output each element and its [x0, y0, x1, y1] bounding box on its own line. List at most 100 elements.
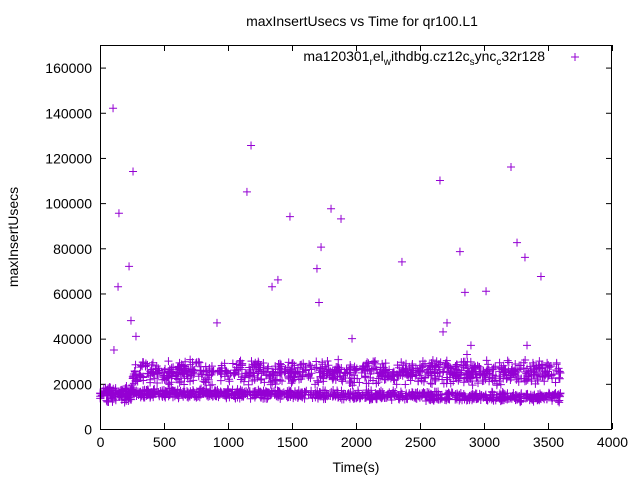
data-point [517, 397, 526, 406]
y-tick-label: 160000 [45, 60, 92, 76]
data-point [208, 380, 217, 389]
data-point [150, 374, 159, 383]
data-point [509, 367, 518, 376]
data-point [488, 374, 497, 383]
data-point-outlier [247, 141, 256, 150]
data-point [319, 373, 328, 382]
data-point [499, 374, 508, 383]
data-point [138, 358, 147, 367]
data-point [395, 367, 404, 376]
data-point [288, 377, 297, 386]
data-point [136, 363, 145, 372]
data-point [533, 376, 542, 385]
data-point [148, 358, 157, 367]
data-point [245, 368, 254, 377]
data-point [147, 368, 156, 377]
data-point [322, 366, 331, 375]
data-point [371, 356, 380, 365]
data-point [451, 390, 460, 399]
data-point [523, 394, 532, 403]
data-point [239, 390, 248, 399]
data-point [510, 369, 519, 378]
data-point [314, 378, 323, 387]
data-point [556, 389, 565, 398]
data-point [435, 372, 444, 381]
data-point [238, 361, 247, 370]
data-point [414, 392, 423, 401]
data-point [333, 388, 342, 397]
data-point [431, 361, 440, 370]
data-point [470, 394, 479, 403]
data-point [374, 378, 383, 387]
data-point [179, 361, 188, 370]
data-point [489, 365, 498, 374]
data-point [330, 365, 339, 374]
data-point [201, 375, 210, 384]
data-point [549, 391, 558, 400]
data-point [250, 393, 259, 402]
data-point [245, 388, 254, 397]
data-point [504, 358, 513, 367]
data-point [312, 357, 321, 366]
axis-ticks: 0 500 1000 1500 2000 2500 3000 3500 400002000040… [45, 45, 628, 450]
data-point-outlier [435, 176, 444, 185]
data-point-outlier [536, 272, 545, 281]
data-point [313, 389, 322, 398]
data-points [96, 104, 565, 407]
data-point-outlier [439, 327, 448, 336]
data-point [97, 391, 106, 400]
x-tick-label: 3000 [469, 434, 500, 450]
data-point-outlier [482, 287, 491, 296]
data-point [189, 376, 198, 385]
data-point [402, 391, 411, 400]
x-tick-label: 500 [153, 434, 177, 450]
data-point [384, 371, 393, 380]
data-point [555, 374, 564, 383]
data-point [222, 367, 231, 376]
data-point [130, 390, 139, 399]
data-point [173, 375, 182, 384]
data-point [527, 367, 536, 376]
data-point [306, 361, 315, 370]
data-point [402, 365, 411, 374]
data-point [254, 369, 263, 378]
data-point [167, 368, 176, 377]
data-point [337, 364, 346, 373]
data-point [556, 368, 565, 377]
data-point [551, 378, 560, 387]
data-point-outlier [273, 275, 282, 284]
data-point [146, 375, 155, 384]
data-point [396, 392, 405, 401]
data-point [534, 361, 543, 370]
x-axis-label: Time(s) [333, 459, 380, 475]
data-point [311, 380, 320, 389]
data-point [416, 361, 425, 370]
data-point [554, 397, 563, 406]
data-point [346, 363, 355, 372]
data-point [203, 373, 212, 382]
data-point [538, 373, 547, 382]
data-point-outlier [285, 212, 294, 221]
data-point [305, 360, 314, 369]
data-point [420, 390, 429, 399]
data-point [431, 376, 440, 385]
data-point [370, 358, 379, 367]
data-point [392, 380, 401, 389]
data-point [175, 378, 184, 387]
data-point [138, 386, 147, 395]
data-point [169, 363, 178, 372]
data-point [338, 377, 347, 386]
data-point-outlier [327, 204, 336, 213]
data-point [471, 367, 480, 376]
data-point [189, 366, 198, 375]
data-point [474, 379, 483, 388]
data-point [548, 374, 557, 383]
data-point [256, 365, 265, 374]
data-point [318, 358, 327, 367]
data-point [158, 391, 167, 400]
data-point [346, 377, 355, 386]
data-point [291, 368, 300, 377]
data-point [538, 360, 547, 369]
data-point [248, 377, 257, 386]
data-point [196, 362, 205, 371]
